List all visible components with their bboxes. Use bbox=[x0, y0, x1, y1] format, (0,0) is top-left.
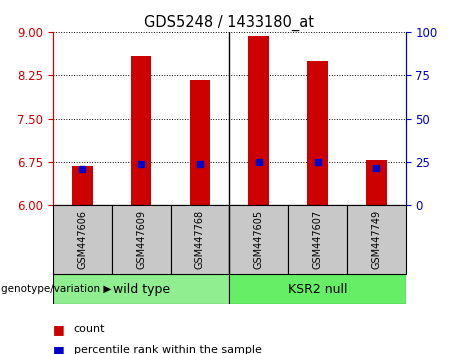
Bar bbox=[366, 160, 387, 205]
Text: ■: ■ bbox=[53, 344, 65, 354]
Title: GDS5248 / 1433180_at: GDS5248 / 1433180_at bbox=[144, 14, 314, 30]
Text: GSM447607: GSM447607 bbox=[313, 210, 323, 269]
Bar bbox=[307, 61, 328, 205]
Bar bbox=[112, 205, 171, 274]
Text: GSM447605: GSM447605 bbox=[254, 210, 264, 269]
Text: percentile rank within the sample: percentile rank within the sample bbox=[74, 346, 262, 354]
Text: wild type: wild type bbox=[112, 283, 170, 296]
Text: genotype/variation ▶: genotype/variation ▶ bbox=[1, 284, 111, 295]
Bar bbox=[288, 205, 347, 274]
Text: GSM447609: GSM447609 bbox=[136, 210, 146, 269]
Bar bbox=[131, 56, 152, 205]
Text: GSM447749: GSM447749 bbox=[371, 210, 381, 269]
Bar bbox=[347, 205, 406, 274]
Text: GSM447606: GSM447606 bbox=[77, 210, 88, 269]
Bar bbox=[171, 205, 230, 274]
Text: GSM447768: GSM447768 bbox=[195, 210, 205, 269]
Bar bbox=[189, 80, 210, 205]
Bar bbox=[248, 36, 269, 205]
Text: KSR2 null: KSR2 null bbox=[288, 283, 347, 296]
Bar bbox=[53, 205, 112, 274]
Bar bbox=[229, 205, 288, 274]
Text: ■: ■ bbox=[53, 323, 65, 336]
Bar bbox=[53, 274, 230, 304]
Bar bbox=[72, 166, 93, 205]
Bar bbox=[229, 274, 406, 304]
Text: count: count bbox=[74, 324, 105, 334]
